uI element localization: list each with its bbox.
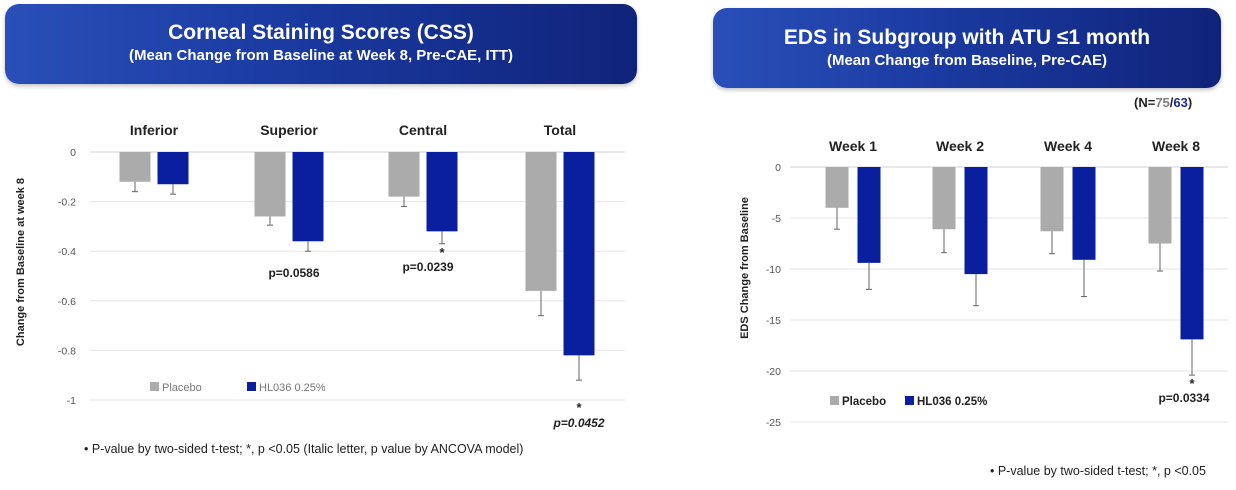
- significance-star: *: [1189, 376, 1195, 391]
- sample-size-label: (N=75/63): [1134, 95, 1192, 110]
- n-hl036: 63: [1173, 95, 1188, 110]
- category-label: Total: [544, 122, 576, 138]
- right-title-banner: EDS in Subgroup with ATU ≤1 month (Mean …: [713, 8, 1221, 88]
- bar-hl036: [1180, 167, 1204, 340]
- right-footnote: • P-value by two-sided t-test; *, p <0.0…: [990, 464, 1206, 478]
- y-tick-label: 0: [70, 147, 76, 159]
- legend-label-hl036: HL036 0.25%: [259, 382, 326, 394]
- legend-swatch-placebo: [830, 396, 839, 405]
- bar-hl036: [292, 152, 324, 242]
- bar-hl036: [964, 167, 988, 275]
- bar-hl036: [857, 167, 881, 263]
- significance-star: *: [439, 245, 445, 260]
- bar-placebo: [932, 167, 956, 230]
- y-tick-label: -25: [766, 417, 781, 429]
- left-footnote: • P-value by two-sided t-test; *, p <0.0…: [84, 442, 524, 456]
- y-tick-label: -20: [766, 366, 781, 378]
- p-value-label: p=0.0586: [268, 266, 319, 280]
- bar-placebo: [1148, 167, 1172, 244]
- y-tick-label: -0.6: [58, 296, 76, 308]
- left-chart-title: Corneal Staining Scores (CSS): [168, 21, 474, 44]
- category-label: Inferior: [130, 122, 179, 138]
- y-tick-label: 0: [775, 162, 781, 174]
- bar-placebo: [825, 167, 849, 208]
- css-chart: 0 -0.2 -0.4 -0.6 -0.8 -1 Change from Baseline …: [15, 122, 625, 430]
- bar-hl036: [563, 152, 595, 356]
- right-chart-subtitle: (Mean Change from Baseline, Pre-CAE): [826, 52, 1108, 69]
- n-placebo: 75: [1155, 95, 1170, 110]
- y-tick-label: -0.8: [58, 345, 76, 357]
- y-tick-label: -0.2: [58, 197, 76, 209]
- significance-star: *: [576, 400, 582, 415]
- bar-placebo: [388, 152, 420, 197]
- category-label: Week 4: [1044, 138, 1092, 154]
- n-separator: /: [1169, 95, 1174, 110]
- y-tick-label: -15: [766, 315, 781, 327]
- y-axis-label: Change from Baseline at week 8: [15, 178, 27, 346]
- p-value-label: p=0.0452: [552, 416, 604, 430]
- left-chart-subtitle: (Mean Change from Baseline at Week 8, Pr…: [129, 47, 513, 64]
- n-close: ): [1187, 95, 1193, 110]
- y-tick-label: -10: [766, 264, 781, 276]
- legend-label-hl036: HL036 0.25%: [917, 396, 987, 408]
- category-label: Week 2: [936, 138, 984, 154]
- legend-label-placebo: Placebo: [162, 382, 202, 394]
- legend-label-placebo: Placebo: [842, 396, 886, 408]
- eds-chart: 0 -5 -10 -15 -20 -25 EDS Change from Baseline W…: [739, 138, 1228, 429]
- y-axis-label: EDS Change from Baseline: [739, 197, 751, 339]
- y-tick-label: -5: [772, 213, 781, 225]
- legend-swatch-hl036: [905, 396, 914, 405]
- bar-placebo: [119, 152, 151, 182]
- y-tick-label: -0.4: [58, 246, 76, 258]
- category-label: Superior: [260, 122, 318, 138]
- left-title-banner: Corneal Staining Scores (CSS) (Mean Chan…: [5, 4, 637, 84]
- y-tick-label: -1: [67, 395, 76, 407]
- category-label: Central: [399, 122, 447, 138]
- bar-hl036: [157, 152, 189, 185]
- p-value-label: p=0.0239: [402, 260, 453, 274]
- p-value-label: p=0.0334: [1158, 391, 1209, 405]
- legend-swatch-hl036: [247, 382, 256, 391]
- bar-hl036: [1072, 167, 1096, 260]
- legend-swatch-placebo: [150, 382, 159, 391]
- category-label: Week 8: [1152, 138, 1200, 154]
- bar-placebo: [525, 152, 557, 291]
- category-label: Week 1: [829, 138, 877, 154]
- bar-placebo: [254, 152, 286, 217]
- bar-placebo: [1040, 167, 1064, 232]
- bar-hl036: [426, 152, 458, 232]
- n-open: (N=: [1134, 95, 1156, 110]
- right-chart-title: EDS in Subgroup with ATU ≤1 month: [783, 26, 1151, 49]
